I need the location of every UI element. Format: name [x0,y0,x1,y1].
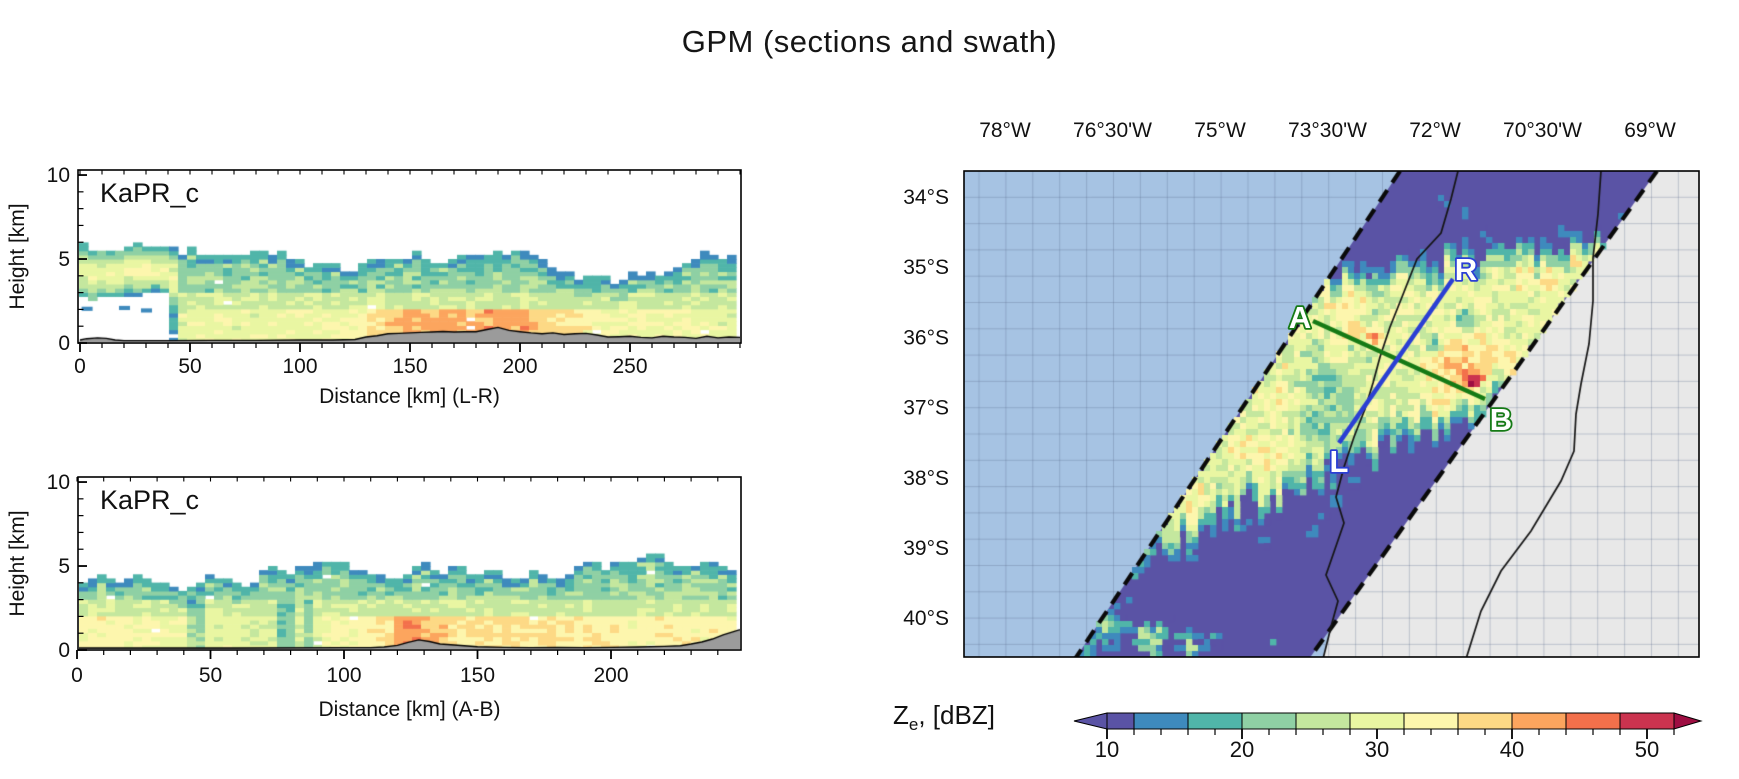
colorbar-segment [1295,712,1351,730]
cross-section-LR-field-canvas [79,171,740,342]
colorbar-segment [1403,712,1459,730]
colorbar-segment [1565,712,1621,730]
lat-tick-label: 37°S [903,397,949,420]
colorbar-segment [1511,712,1567,730]
colorbar-tick-label: 20 [1230,737,1254,762]
y-tick-label: 10 [47,164,70,187]
lon-tick-label: 69°W [1624,119,1676,142]
y-axis-label: Height [km] [6,510,29,616]
colorbar-segment [1619,712,1675,730]
lat-tick-label: 38°S [903,467,949,490]
colorbar-over-arrow [1673,712,1703,730]
colorbar-segment [1187,712,1243,730]
x-tick-label: 200 [502,355,537,378]
lon-tick-label: 73°30'W [1288,119,1367,142]
colorbar-segment [1349,712,1405,730]
y-tick-label: 0 [58,332,70,355]
colorbar-label-z: Z [893,700,909,730]
cross-section-AB-field-canvas [79,478,740,649]
lon-tick-label: 78°W [979,119,1031,142]
x-tick-label: 0 [71,664,83,687]
colorbar-segment [1457,712,1513,730]
y-tick-label: 5 [58,248,70,271]
colorbar-segment [1133,712,1189,730]
swath-map-canvas [964,171,1699,657]
x-tick-label: 100 [282,355,317,378]
x-tick-label: 150 [392,355,427,378]
x-axis-label: Distance [km] (L-R) [319,385,500,408]
lon-tick-label: 72°W [1409,119,1461,142]
y-tick-label: 5 [58,555,70,578]
x-tick-label: 50 [178,355,201,378]
lat-tick-label: 39°S [903,537,949,560]
x-tick-label: 250 [612,355,647,378]
lat-tick-label: 35°S [903,256,949,279]
lat-tick-label: 36°S [903,326,949,349]
colorbar-label-sub: e [908,715,919,735]
colorbar-tick-label: 10 [1095,737,1119,762]
colorbar-label: Ze, [dBZ] [893,700,995,735]
colorbar-under-arrow [1073,712,1108,730]
x-tick-label: 200 [593,664,628,687]
x-tick-label: 0 [74,355,86,378]
y-tick-label: 10 [47,471,70,494]
x-tick-label: 150 [460,664,495,687]
x-axis-label: Distance [km] (A-B) [318,698,500,721]
lon-tick-label: 70°30'W [1503,119,1582,142]
colorbar-tick-label: 30 [1365,737,1389,762]
colorbar-tick-label: 50 [1635,737,1659,762]
colorbar-tick-label: 40 [1500,737,1524,762]
lat-tick-label: 34°S [903,186,949,209]
colorbar-segment [1241,712,1297,730]
x-tick-label: 100 [326,664,361,687]
lat-tick-label: 40°S [903,607,949,630]
colorbar-label-units: , [dBZ] [918,700,995,730]
page-title: GPM (sections and swath) [681,24,1058,59]
lon-tick-label: 76°30'W [1073,119,1152,142]
x-tick-label: 50 [199,664,222,687]
y-axis-label: Height [km] [6,203,29,309]
lon-tick-label: 75°W [1194,119,1246,142]
y-tick-label: 0 [58,639,70,662]
colorbar-segment [1106,712,1135,730]
